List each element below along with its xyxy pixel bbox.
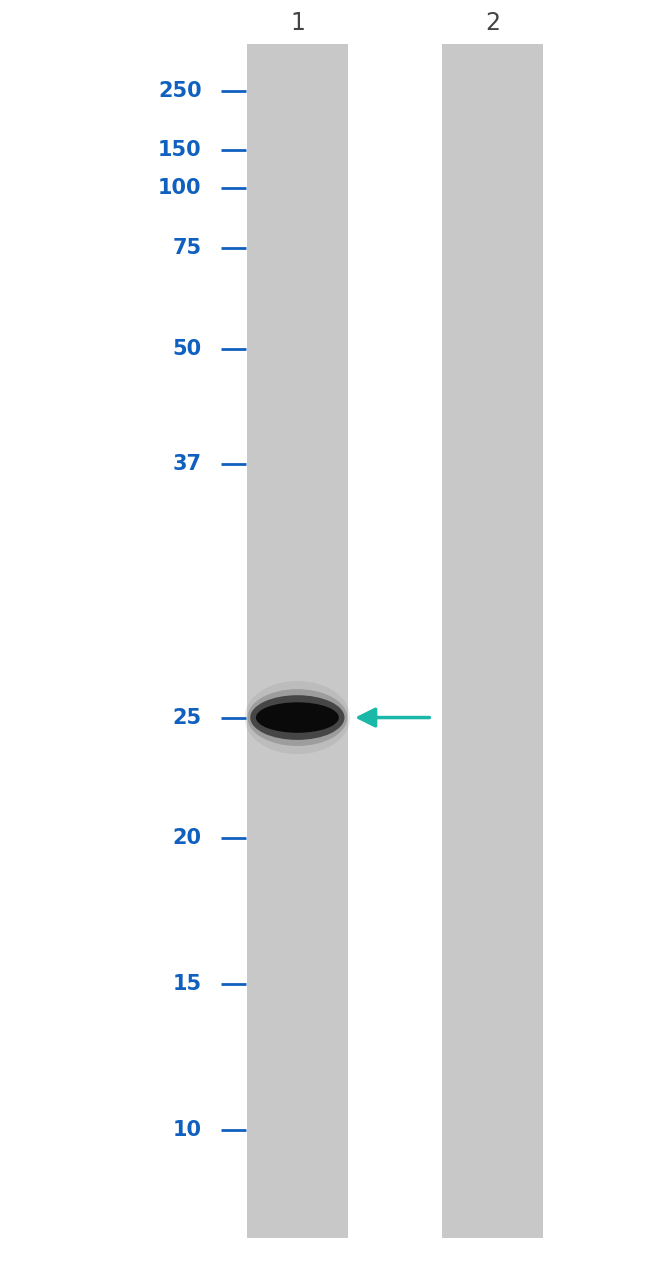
Ellipse shape [256,702,339,733]
Ellipse shape [250,695,344,740]
Text: 50: 50 [172,339,202,359]
Text: 2: 2 [485,11,500,34]
Text: 25: 25 [172,707,202,728]
Text: 150: 150 [158,140,202,160]
Bar [442,44,543,1238]
Text: 15: 15 [172,974,202,994]
Bar [247,44,348,1238]
Text: 1: 1 [291,11,305,34]
Text: 250: 250 [158,81,202,102]
Text: 10: 10 [172,1120,202,1140]
Text: 37: 37 [172,453,202,474]
Ellipse shape [244,681,350,754]
Text: 75: 75 [172,237,202,258]
Ellipse shape [248,690,347,745]
Text: 20: 20 [172,828,202,848]
Text: 100: 100 [158,178,202,198]
